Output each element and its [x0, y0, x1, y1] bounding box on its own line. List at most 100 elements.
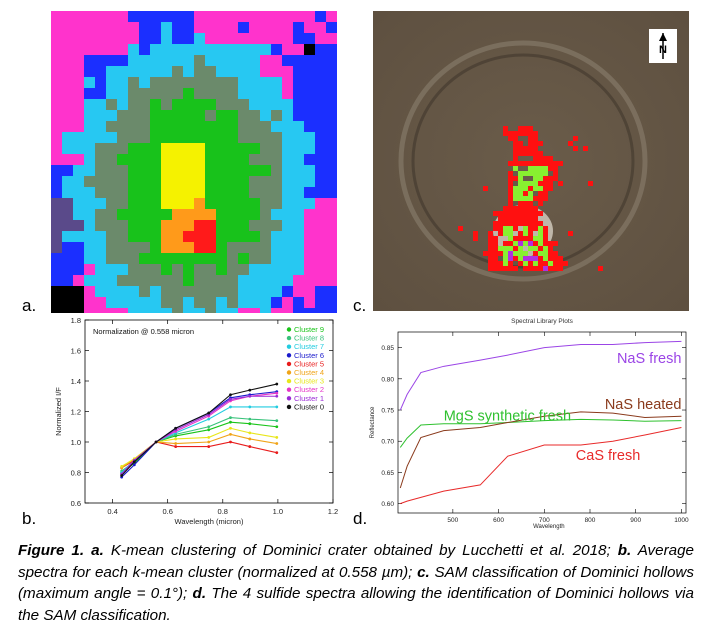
cluster-cell: [260, 55, 272, 67]
cluster-cell: [172, 198, 184, 210]
series-point: [229, 420, 232, 424]
cluster-cell: [216, 33, 228, 45]
cluster-cell: [172, 55, 184, 67]
chart-title: Spectral Library Plots: [511, 318, 574, 325]
cluster-cell: [117, 187, 129, 199]
cluster-cell: [216, 121, 228, 133]
sam-pixel: [513, 221, 518, 226]
sam-pixel: [518, 221, 523, 226]
cluster-cell: [62, 66, 74, 78]
x-axis-label: Wavelength: [533, 524, 564, 530]
cluster-cell: [293, 121, 305, 133]
cluster-cell: [238, 110, 250, 122]
sam-pixel: [488, 256, 493, 261]
sam-pixel: [528, 181, 533, 186]
cluster-cell: [216, 132, 228, 144]
cluster-cell: [73, 55, 85, 67]
cluster-cell: [205, 297, 217, 309]
legend-label: Cluster 5: [294, 359, 324, 368]
series-line: [121, 441, 277, 469]
cluster-cell: [117, 275, 129, 287]
sam-pixel: [528, 246, 533, 251]
legend-label: Cluster 4: [294, 368, 324, 377]
sam-pixel: [538, 201, 543, 206]
cluster-cell: [106, 297, 118, 309]
cluster-cell: [282, 176, 294, 188]
cluster-cell: [172, 286, 184, 298]
cluster-cell: [95, 88, 107, 100]
sam-pixel: [523, 261, 528, 266]
cluster-cell: [106, 143, 118, 155]
cluster-cell: [139, 187, 151, 199]
cluster-cell: [106, 253, 118, 265]
cluster-cell: [139, 99, 151, 111]
cluster-cell: [326, 198, 338, 210]
sam-pixel: [528, 126, 533, 131]
cluster-cell: [293, 99, 305, 111]
cluster-cell: [216, 22, 228, 34]
sam-pixel: [553, 241, 558, 246]
series-point: [207, 425, 211, 429]
cluster-cell: [315, 22, 327, 34]
cluster-cell: [315, 66, 327, 78]
cluster-cell: [95, 187, 107, 199]
cluster-cell: [183, 297, 195, 309]
cluster-cell: [161, 143, 173, 155]
cluster-cell: [51, 55, 63, 67]
cluster-cell: [73, 176, 85, 188]
cluster-cell: [315, 176, 327, 188]
sam-pixel: [538, 231, 543, 236]
sam-pixel: [533, 161, 538, 166]
sam-pixel: [503, 126, 508, 131]
sam-pixel: [528, 216, 533, 221]
cluster-cell: [183, 88, 195, 100]
series-point: [154, 440, 158, 444]
cluster-cell: [205, 132, 217, 144]
y-tick-label: 0.6: [71, 499, 81, 508]
series-point: [275, 382, 279, 386]
cluster-cell: [304, 209, 316, 221]
cluster-cell: [183, 11, 195, 23]
sam-pixel: [513, 151, 518, 156]
cluster-cell: [282, 77, 294, 89]
cluster-cell: [227, 121, 239, 133]
cluster-cell: [95, 286, 107, 298]
series-label: NaS heated: [605, 397, 682, 413]
north-arrow: N: [649, 29, 677, 63]
sam-pixel: [513, 161, 518, 166]
cluster-cell: [216, 198, 228, 210]
sam-pixel: [493, 251, 498, 256]
sam-pixel: [518, 131, 523, 136]
cluster-cell: [95, 11, 107, 23]
cluster-cell: [51, 143, 63, 155]
cluster-cell: [293, 66, 305, 78]
cluster-cell: [260, 198, 272, 210]
cluster-cell: [249, 33, 261, 45]
cluster-cell: [238, 198, 250, 210]
cluster-cell: [249, 165, 261, 177]
cluster-cell: [282, 187, 294, 199]
cluster-cell: [227, 187, 239, 199]
y-axis-label: Normalized I/F: [54, 387, 63, 436]
sam-pixel: [508, 136, 513, 141]
sam-pixel: [538, 171, 543, 176]
series-point: [132, 463, 136, 467]
series-point: [120, 465, 124, 468]
series-point: [229, 426, 232, 430]
sam-pixel: [518, 251, 523, 256]
x-tick-label: 500: [447, 517, 458, 524]
cluster-cell: [260, 33, 272, 45]
sam-pixel: [543, 171, 548, 176]
sam-pixel: [458, 226, 463, 231]
sam-pixel: [533, 261, 538, 266]
cluster-cell: [51, 275, 63, 287]
legend-label: Cluster 6: [294, 351, 324, 360]
cluster-cell: [106, 22, 118, 34]
sam-pixel: [538, 246, 543, 251]
sam-pixel: [573, 136, 578, 141]
sam-pixel: [518, 186, 523, 191]
cluster-cell: [238, 231, 250, 243]
cluster-cell: [51, 209, 63, 221]
sam-pixel: [548, 261, 553, 266]
cluster-cell: [216, 88, 228, 100]
